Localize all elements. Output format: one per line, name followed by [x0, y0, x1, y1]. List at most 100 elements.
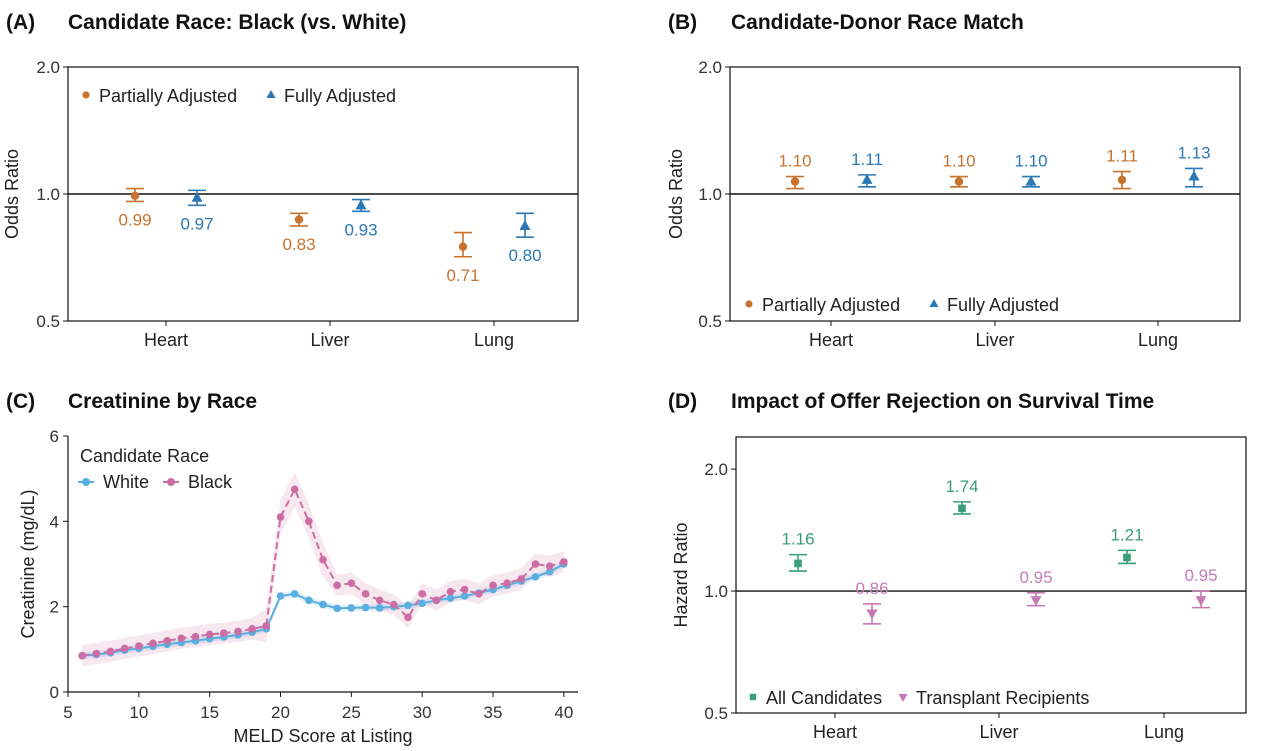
data-point [545, 562, 554, 570]
data-point [404, 601, 412, 610]
legend-label-c: Black [188, 472, 233, 492]
data-point [1025, 175, 1037, 186]
data-label: 0.83 [282, 235, 315, 254]
legend-label-d: Transplant Recipients [916, 688, 1089, 708]
data-label: 0.97 [180, 214, 213, 233]
x-tick-label-c: 40 [554, 703, 573, 722]
y-tick-label-d: 2.0 [704, 460, 728, 479]
data-point [149, 639, 157, 648]
x-axis-label-c: MELD Score at Listing [233, 726, 412, 746]
legend-label-b: Partially Adjusted [762, 295, 900, 315]
y-tick-label-d: 1.0 [704, 582, 728, 601]
data-point [390, 600, 398, 609]
data-label: 0.86 [855, 579, 888, 598]
x-tick-label-b: Liver [975, 330, 1014, 350]
data-point [248, 625, 256, 633]
y-axis-label-b: Odds Ratio [666, 149, 686, 239]
data-point [92, 649, 101, 658]
data-label: 1.10 [942, 152, 975, 171]
panel-c-title: Creatinine by Race [68, 390, 258, 413]
data-point [418, 590, 426, 598]
x-tick-label-a: Liver [310, 330, 349, 350]
y-tick-label-c: 6 [50, 427, 59, 446]
legend-marker-b [745, 300, 753, 308]
legend-marker-d [898, 694, 908, 702]
data-point [954, 177, 964, 186]
data-point [220, 629, 228, 637]
data-point [458, 242, 468, 251]
data-point [418, 599, 426, 608]
confidence-band [82, 472, 564, 667]
data-point [294, 215, 304, 224]
data-label: 1.10 [1014, 152, 1047, 171]
x-tick-label-b: Lung [1138, 330, 1178, 350]
data-point [347, 604, 356, 612]
legend-marker-c [82, 478, 90, 486]
data-point [866, 609, 878, 620]
data-label: 1.13 [1177, 143, 1210, 162]
data-point [191, 191, 203, 202]
data-point [1030, 596, 1042, 607]
data-point [177, 634, 186, 643]
y-tick-label-b: 1.0 [698, 185, 722, 204]
data-point [790, 177, 800, 186]
legend-label-b: Fully Adjusted [947, 295, 1059, 315]
legend-label-a: Fully Adjusted [284, 86, 396, 106]
x-tick-label-a: Lung [474, 330, 514, 350]
data-point [519, 219, 531, 230]
legend-label-c: White [103, 472, 149, 492]
legend-marker-d [749, 693, 757, 701]
data-point [305, 517, 313, 526]
panel-d-letter: (D) [668, 390, 698, 413]
x-tick-label-c: 10 [129, 703, 148, 722]
data-point [120, 644, 129, 653]
y-tick-label-a: 2.0 [36, 58, 60, 77]
data-point [460, 585, 469, 594]
data-point [545, 567, 554, 576]
data-label: 1.10 [778, 152, 811, 171]
data-point [503, 579, 511, 587]
y-axis-label-d: Hazard Ratio [671, 522, 691, 627]
data-point [560, 558, 568, 566]
x-tick-label-c: 25 [342, 703, 361, 722]
data-point [276, 513, 285, 521]
data-label: 0.80 [508, 246, 541, 265]
y-tick-label-b: 2.0 [698, 58, 722, 77]
data-point [446, 594, 455, 602]
data-point [1117, 175, 1127, 185]
data-point [319, 600, 327, 609]
data-point [305, 596, 313, 605]
data-point [375, 604, 384, 612]
data-point [205, 630, 214, 639]
x-tick-label-d: Lung [1144, 722, 1184, 742]
data-point [460, 592, 469, 600]
data-point [191, 632, 200, 641]
data-label: 0.93 [344, 220, 377, 239]
data-point [361, 590, 370, 598]
data-label: 0.99 [118, 210, 151, 229]
y-tick-label-a: 1.0 [36, 185, 60, 204]
data-point [375, 596, 384, 605]
x-tick-label-c: 35 [484, 703, 503, 722]
data-point [234, 627, 242, 636]
data-point [531, 573, 540, 581]
y-tick-label-d: 0.5 [704, 704, 728, 723]
y-tick-label-c: 4 [50, 512, 59, 531]
data-point [1195, 596, 1207, 607]
data-point [333, 604, 341, 613]
data-label: 1.21 [1110, 525, 1143, 544]
data-point [517, 575, 526, 583]
legend-marker-c [167, 478, 175, 486]
panel-c-letter: (C) [6, 390, 36, 413]
data-label: 0.95 [1184, 566, 1217, 585]
y-tick-label-c: 0 [50, 683, 59, 702]
data-label: 0.95 [1019, 568, 1052, 587]
panel-a-title: Candidate Race: Black (vs. White) [68, 11, 407, 34]
x-tick-label-c: 15 [200, 703, 219, 722]
data-point [290, 590, 299, 598]
x-tick-label-d: Liver [979, 722, 1018, 742]
data-point [78, 651, 86, 660]
data-point [290, 485, 299, 494]
y-axis-label-c: Creatinine (mg/dL) [18, 489, 38, 638]
